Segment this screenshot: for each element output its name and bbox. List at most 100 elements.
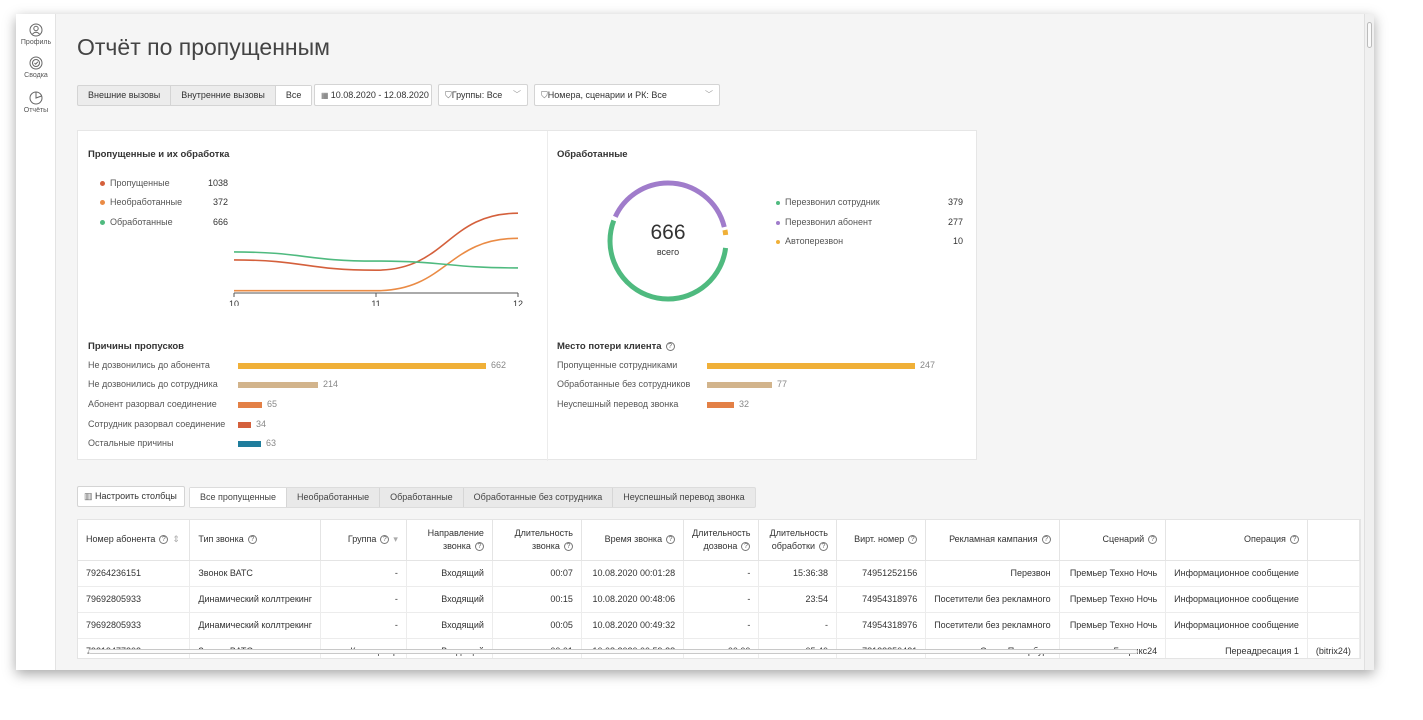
legend-auto: Автоперезвон	[776, 236, 843, 246]
reports-icon	[29, 91, 43, 105]
col-header-scenario[interactable]: Сценарий?	[1059, 520, 1167, 561]
toggle-external[interactable]: Внешние вызовы	[78, 86, 172, 105]
loss-value: 32	[739, 399, 750, 409]
cell-extra	[1307, 612, 1360, 639]
processed-donut	[607, 180, 729, 302]
loss-bar	[707, 382, 772, 388]
scrollbar-thumb[interactable]	[1367, 22, 1372, 48]
toggle-all[interactable]: Все	[275, 86, 312, 105]
col-header-time[interactable]: Время звонка?	[581, 520, 685, 561]
col-header-processing-duration[interactable]: Длительность обработки?	[758, 520, 837, 561]
cell-virtual-number: 74954318976	[836, 612, 927, 639]
cell-campaign: Посетители без рекламного	[925, 612, 1060, 639]
profile-icon	[29, 23, 43, 37]
donut-segment-subscriber	[607, 180, 729, 302]
tab-processed[interactable]: Обработанные	[380, 488, 464, 507]
col-header-direction[interactable]: Направление звонка?	[406, 520, 493, 561]
col-header-virtual-number[interactable]: Вирт. номер?	[836, 520, 927, 561]
col-header-label: Операция	[1243, 534, 1286, 545]
cell-processing-duration: 23:54	[758, 586, 837, 613]
cell-scenario: Премьер Техно Ночь	[1059, 586, 1167, 613]
reason-bar	[238, 382, 318, 388]
help-icon[interactable]: ?	[563, 541, 573, 551]
col-header-call-type[interactable]: Тип звонка?	[189, 520, 322, 561]
cell-duration: 00:15	[492, 586, 582, 613]
horizontal-scrollbar[interactable]	[88, 649, 1138, 654]
col-header-label: Длительность дозвона	[692, 527, 751, 551]
col-header-phone[interactable]: Номер абонента? ⇕	[78, 520, 191, 561]
legend-auto-value: 10	[952, 236, 963, 246]
reason-value: 662	[491, 360, 507, 370]
col-header-duration[interactable]: Длительность звонка?	[492, 520, 582, 561]
cell-phone: 79692805933	[78, 612, 191, 639]
help-icon[interactable]: ?	[474, 541, 484, 551]
help-icon[interactable]: ?	[665, 341, 675, 351]
configure-columns-button[interactable]: ▥ Настроить столбцы	[77, 486, 185, 507]
reason-label: Сотрудник разорвал соединение	[88, 419, 226, 429]
legend-subscriber-label: Перезвонил абонент	[785, 217, 873, 227]
app-window: Профиль Сводка Отчёты Отчёт по пропущенн…	[16, 14, 1374, 670]
col-header-label: Номер абонента	[86, 534, 156, 545]
legend-dot	[100, 220, 105, 226]
help-icon[interactable]: ?	[666, 535, 676, 545]
help-icon[interactable]: ?	[247, 535, 257, 545]
loss-label: Обработанные без сотрудников	[557, 379, 691, 389]
tab-failed-transfer[interactable]: Неуспешный перевод звонка	[623, 492, 745, 502]
help-icon[interactable]: ?	[818, 541, 828, 551]
vertical-scrollbar[interactable]	[1364, 14, 1374, 670]
help-icon[interactable]: ?	[159, 535, 169, 545]
filter-icon[interactable]: ▾	[393, 534, 398, 545]
loss-label: Неуспешный перевод звонка	[557, 399, 679, 409]
reason-bar	[238, 422, 251, 428]
numbers-filter[interactable]: ⛉Номера, сценарии и РК: Все ﹀	[534, 84, 720, 106]
reason-value: 63	[266, 438, 277, 448]
table-row[interactable]: 79264236151 Звонок ВАТС - Входящий 00:07…	[78, 560, 1360, 587]
col-header-group[interactable]: Группа? ▾	[320, 520, 407, 561]
col-header-label: Сценарий	[1102, 534, 1145, 545]
cell-scenario: Премьер Техно Ночь	[1059, 560, 1167, 587]
loss-bar	[707, 363, 915, 369]
tab-processed-no-staff[interactable]: Обработанные без сотрудника	[464, 488, 614, 507]
help-icon[interactable]: ?	[1148, 535, 1158, 545]
col-header-campaign[interactable]: Рекламная кампания?	[925, 520, 1060, 561]
cell-processing-duration: 15:36:38	[758, 560, 837, 587]
col-header-extra	[1307, 520, 1360, 561]
tab-unprocessed[interactable]: Необработанные	[287, 488, 381, 507]
x-tick-label: 10	[229, 299, 239, 306]
legend-dot	[776, 239, 780, 244]
help-icon[interactable]: ?	[741, 541, 751, 551]
nav-reports[interactable]: Отчёты	[16, 91, 56, 114]
groups-filter[interactable]: ⛉Группы: Все ﹀	[438, 84, 528, 106]
call-type-toggle: Внешние вызовы Внутренние вызовы Все	[77, 85, 313, 106]
table-row[interactable]: 79692805933 Динамический коллтрекинг - В…	[78, 612, 1360, 639]
table-row[interactable]: 79692805933 Динамический коллтрекинг - В…	[78, 586, 1360, 613]
stats-card: Пропущенные и их обработка Пропущенные 1…	[77, 130, 977, 461]
toggle-internal[interactable]: Внутренние вызовы	[171, 86, 276, 105]
col-header-operation[interactable]: Операция?	[1165, 520, 1308, 561]
nav-profile[interactable]: Профиль	[16, 23, 56, 46]
cell-extra: (bitrix24)	[1307, 638, 1360, 658]
left-nav: Профиль Сводка Отчёты	[16, 14, 56, 670]
legend-processed-value: 666	[212, 217, 228, 227]
legend-unprocessed-label: Необработанные	[110, 197, 183, 207]
chevron-down-icon: ﹀	[513, 90, 521, 99]
help-icon[interactable]: ?	[380, 535, 390, 545]
cell-duration: 00:05	[492, 612, 582, 639]
legend-auto-label: Автоперезвон	[785, 236, 844, 246]
cell-direction: Входящий	[406, 612, 493, 639]
series-line	[233, 212, 519, 272]
nav-summary[interactable]: Сводка	[16, 56, 56, 79]
help-icon[interactable]: ?	[1289, 535, 1299, 545]
col-header-label: Группа	[347, 534, 377, 545]
help-icon[interactable]: ?	[1041, 535, 1051, 545]
help-icon[interactable]: ?	[908, 535, 918, 545]
legend-unprocessed: Необработанные	[100, 197, 182, 207]
cell-group: -	[320, 560, 407, 587]
cell-scenario: Премьер Техно Ночь	[1059, 612, 1167, 639]
col-header-ring-duration[interactable]: Длительность дозвона?	[683, 520, 760, 561]
sort-icon[interactable]: ⇕	[172, 534, 180, 545]
date-filter[interactable]: ▦ 10.08.2020 - 12.08.2020	[314, 84, 432, 106]
chevron-down-icon: ﹀	[705, 90, 713, 99]
tab-all-missed[interactable]: Все пропущенные	[190, 488, 287, 507]
cell-time: 10.08.2020 00:48:06	[581, 586, 685, 613]
